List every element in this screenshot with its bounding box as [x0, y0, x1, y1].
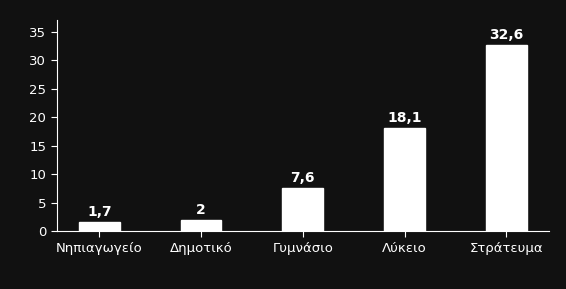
Bar: [384, 128, 425, 231]
Text: 18,1: 18,1: [387, 111, 422, 125]
Bar: [486, 45, 526, 231]
Bar: [181, 220, 221, 231]
Text: 7,6: 7,6: [290, 171, 315, 185]
Bar: [282, 188, 323, 231]
Text: 32,6: 32,6: [489, 29, 524, 42]
Text: 1,7: 1,7: [87, 205, 112, 219]
Text: 2: 2: [196, 203, 206, 217]
Bar: [79, 221, 119, 231]
